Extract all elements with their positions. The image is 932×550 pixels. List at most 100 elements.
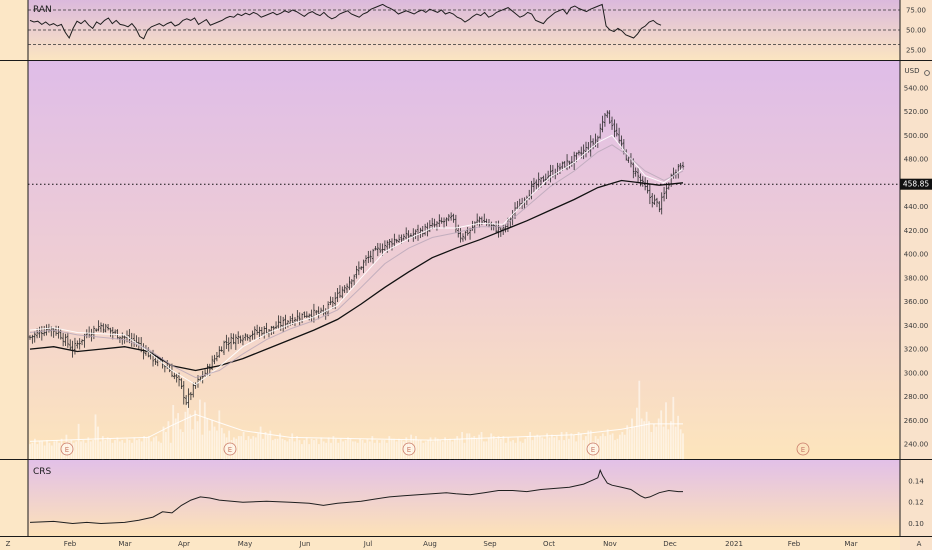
volume-bar: [118, 441, 121, 459]
volume-bar: [410, 434, 412, 459]
volume-bar: [97, 426, 99, 459]
price-candle: [433, 218, 436, 228]
price-candle: [431, 217, 434, 230]
volume-bar: [174, 418, 177, 459]
ran-y-axis: 75.00 50.00 25.00: [906, 7, 926, 55]
volume-bar: [439, 440, 442, 459]
currency-label: USD: [905, 67, 920, 75]
volume-bar: [184, 411, 187, 460]
volume-bar: [640, 418, 643, 459]
volume-bar: [34, 438, 36, 460]
volume-bar: [165, 432, 167, 459]
volume-bar: [551, 434, 553, 459]
ran-y-tick: 25.00: [906, 47, 926, 55]
volume-bar: [116, 437, 119, 459]
volume-bar: [259, 426, 262, 459]
moving-average-mid: [29, 144, 684, 379]
price-candle: [109, 327, 112, 337]
time-axis-tick: 2021: [725, 540, 743, 548]
price-candle: [568, 160, 571, 169]
volume-bar: [131, 442, 133, 459]
volume-bar: [352, 441, 354, 459]
gear-icon[interactable]: [924, 70, 930, 76]
volume-bar: [631, 418, 633, 459]
price-candle: [263, 326, 266, 339]
volume-bar: [480, 432, 483, 459]
volume-bar: [318, 444, 320, 459]
volume-bar: [65, 434, 68, 459]
price-candle: [33, 331, 36, 343]
last-price-badge: [900, 178, 932, 190]
volume-bar: [301, 444, 303, 459]
volume-bar: [58, 442, 60, 459]
volume-bar: [366, 438, 369, 460]
volume-bar: [650, 432, 653, 459]
volume-bar: [434, 437, 437, 459]
price-candle: [374, 245, 377, 251]
price-y-tick: 480.00: [904, 156, 929, 164]
price-candle: [449, 212, 453, 221]
price-candle: [589, 135, 592, 157]
price-candle: [402, 233, 406, 241]
volume-bar: [269, 430, 272, 459]
price-candle: [352, 274, 356, 286]
price-candle: [660, 192, 663, 215]
volume-bar: [201, 434, 204, 459]
volume-bar: [553, 437, 556, 459]
volume-bar: [242, 432, 245, 459]
price-candle: [104, 323, 107, 333]
volume-bar: [572, 434, 575, 459]
price-candle: [542, 175, 545, 182]
price-candle: [132, 333, 136, 347]
earnings-marker[interactable]: E: [402, 442, 416, 456]
crs-y-tick: 0.14: [908, 477, 924, 485]
price-candle: [303, 311, 306, 318]
volume-bar: [262, 438, 264, 460]
volume-bar: [504, 442, 507, 459]
price-candle: [85, 329, 88, 339]
earnings-marker[interactable]: E: [223, 442, 237, 456]
price-candle: [428, 220, 432, 233]
price-y-tick: 240.00: [904, 441, 929, 449]
volume-bar: [446, 440, 449, 459]
volume-bar: [451, 441, 454, 459]
price-candle: [454, 214, 458, 233]
earnings-marker-label: E: [591, 446, 595, 454]
volume-bar: [381, 440, 383, 459]
volume-bar: [267, 434, 269, 459]
earnings-marker[interactable]: E: [796, 442, 810, 456]
volume-bar: [152, 437, 155, 459]
auto-scale-button[interactable]: A: [917, 540, 922, 548]
price-candle: [412, 228, 415, 242]
volume-bar: [592, 441, 595, 459]
volume-bar: [670, 421, 672, 459]
volume-bar: [636, 407, 638, 459]
price-candle: [52, 327, 55, 338]
volume-bar: [313, 440, 315, 459]
price-candle: [473, 221, 476, 234]
volume-bar: [665, 402, 667, 459]
volume-bar: [524, 438, 527, 460]
volume-bar: [298, 440, 301, 459]
price-candle: [310, 309, 313, 323]
volume-bar: [335, 438, 337, 460]
price-candle: [655, 197, 659, 208]
crs-pane: [28, 460, 900, 536]
volume-bar: [177, 413, 179, 459]
earnings-marker[interactable]: E: [586, 442, 600, 456]
volume-bar: [575, 441, 578, 459]
price-candle: [598, 123, 602, 139]
volume-bar: [500, 438, 502, 460]
volume-bar: [169, 442, 172, 459]
volume-bar: [628, 429, 631, 459]
price-candle: [620, 135, 623, 149]
volume-bar: [514, 442, 517, 459]
volume-bar: [614, 440, 616, 459]
volume-bar: [621, 432, 624, 459]
earnings-marker[interactable]: E: [60, 442, 74, 456]
volume-bar: [589, 430, 592, 459]
price-candle: [201, 370, 204, 384]
volume-bar: [349, 438, 352, 460]
zoom-button[interactable]: Z: [6, 540, 11, 548]
